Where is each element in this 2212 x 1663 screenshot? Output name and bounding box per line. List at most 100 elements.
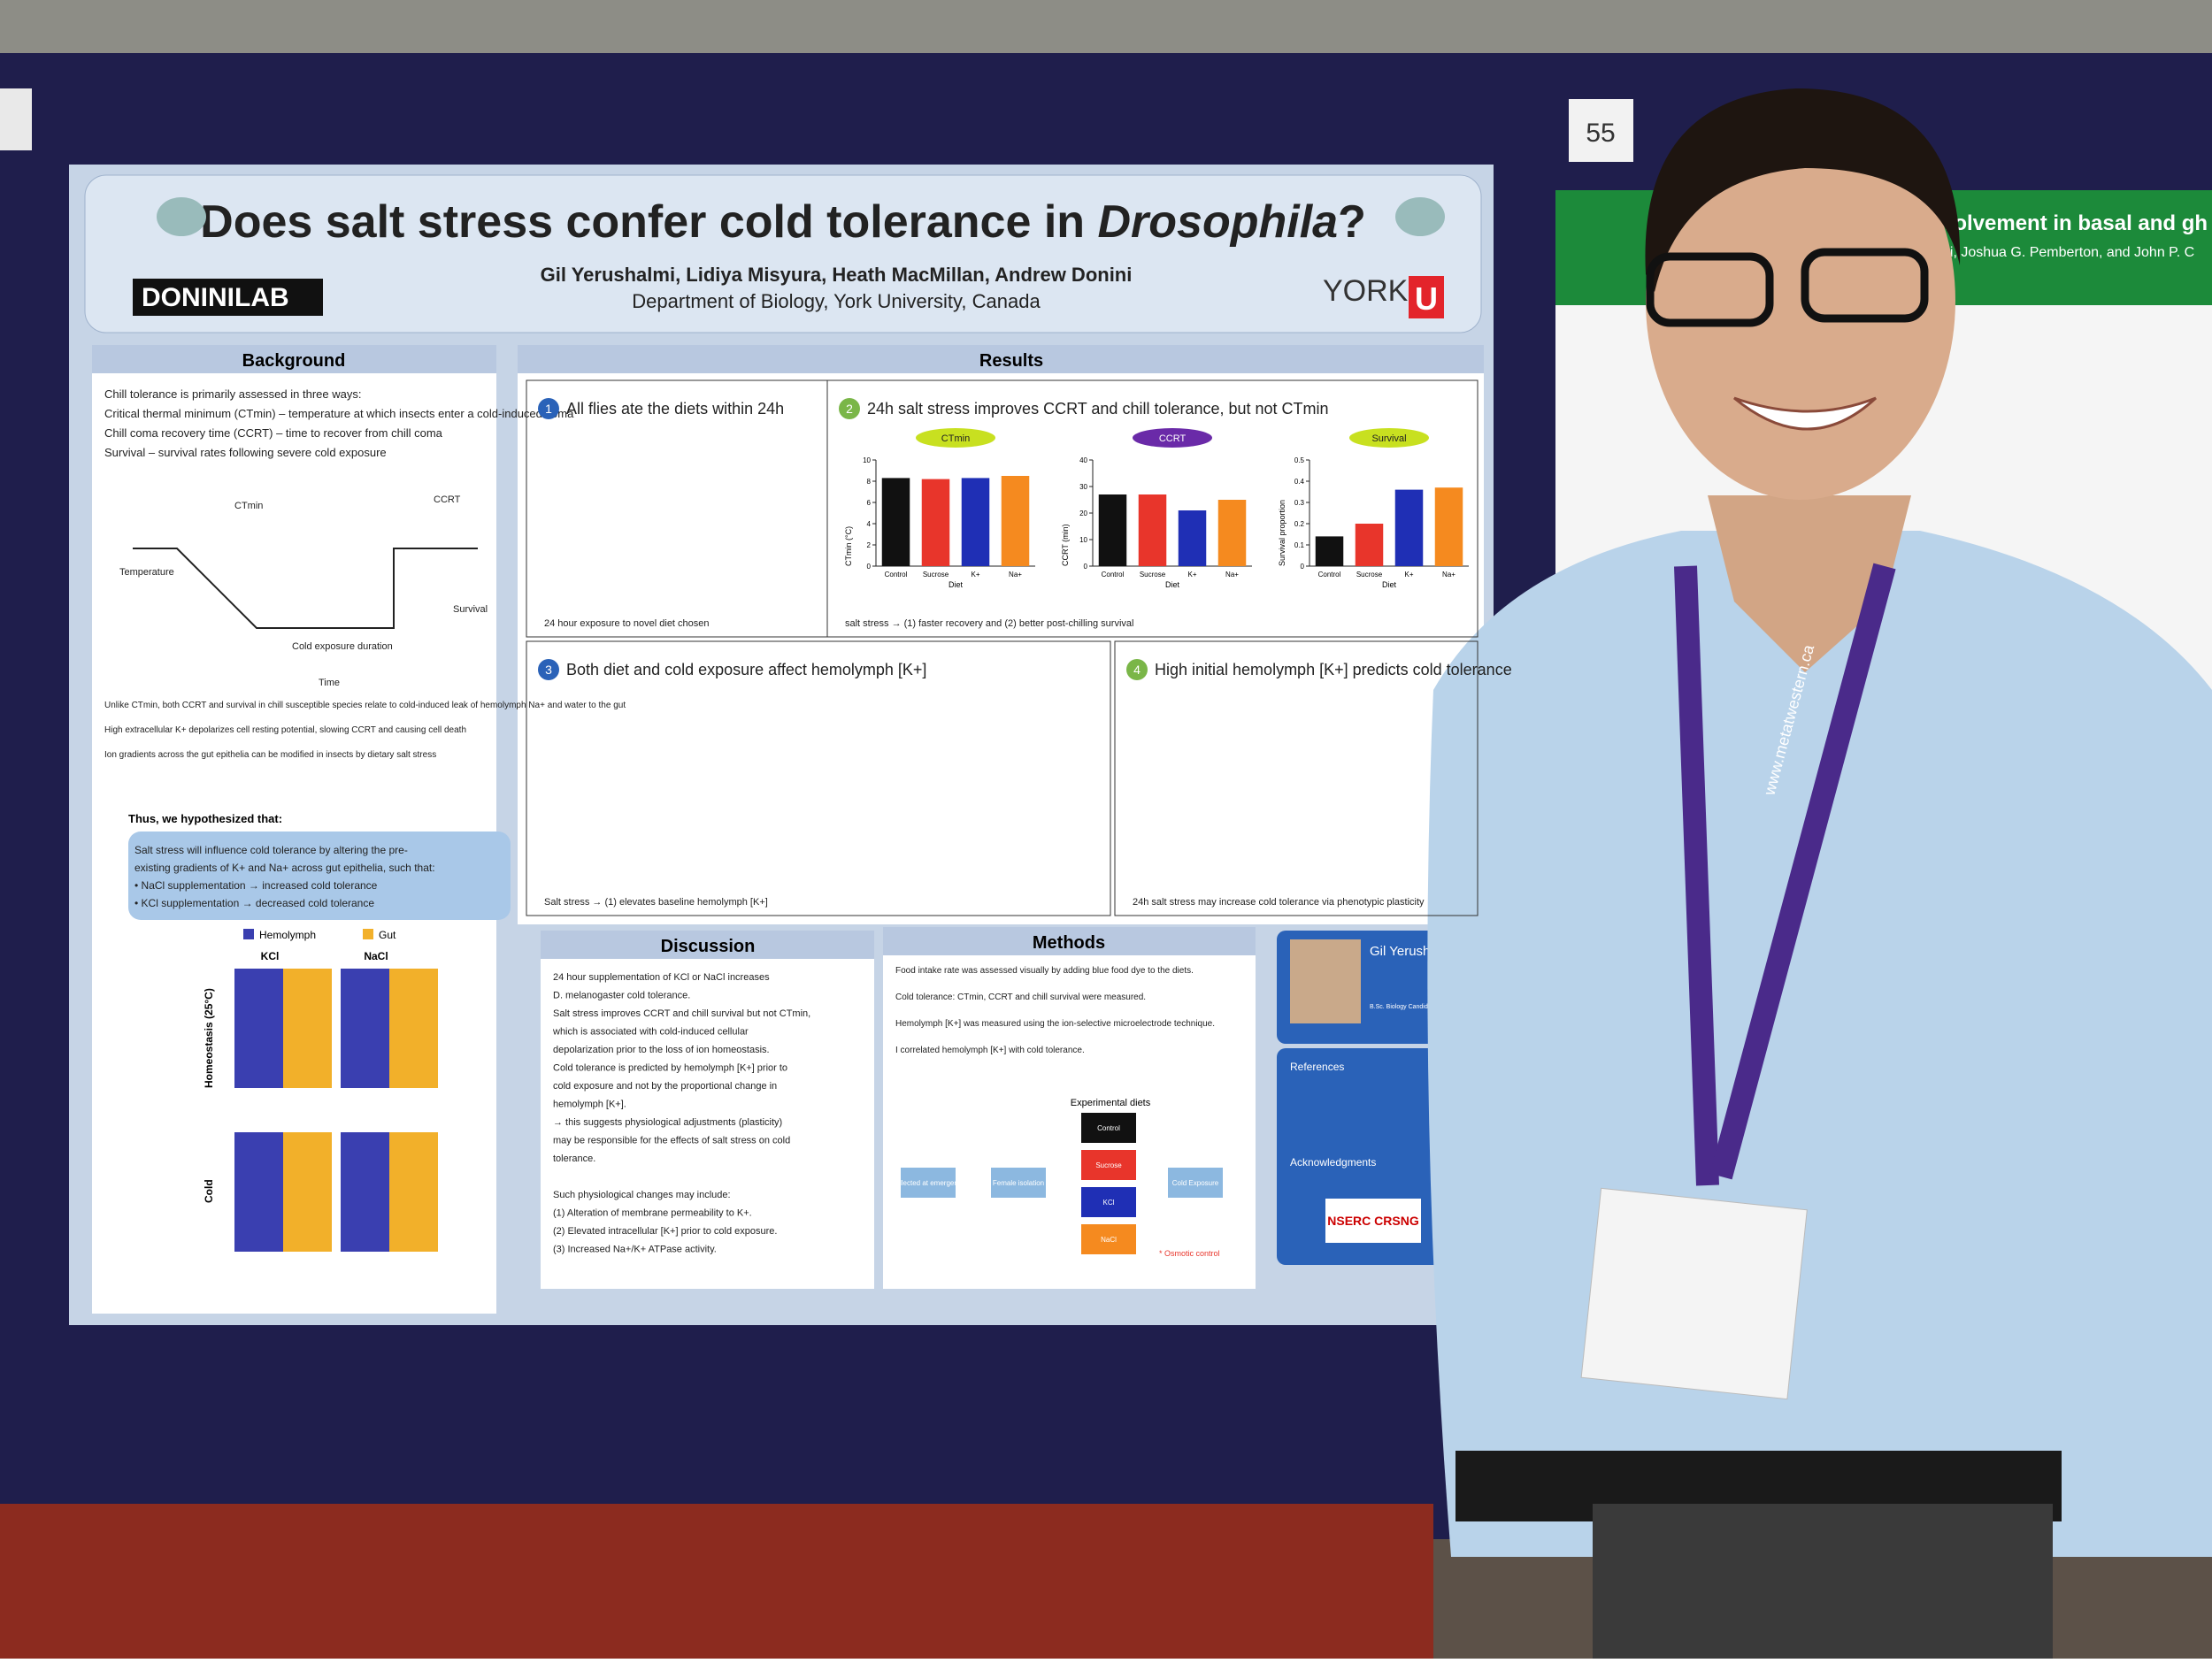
title-end: ?: [1338, 196, 1366, 248]
hyp-heading: Thus, we hypothesized that:: [128, 812, 282, 825]
y-tick-label: 0.3: [1294, 499, 1305, 507]
cell: [283, 1132, 332, 1252]
diagram-label: CTmin: [234, 501, 263, 511]
text-line: Salt stress will influence cold toleranc…: [134, 844, 408, 856]
cell: [234, 1132, 283, 1252]
x-tick-label: Control: [1318, 571, 1341, 579]
y-tick-label: 0.5: [1294, 456, 1305, 464]
flow-box: [901, 1168, 956, 1198]
y-tick-label: 0: [1301, 563, 1305, 571]
chart-badge: [916, 428, 995, 448]
panel-badge: [538, 659, 559, 680]
smile: [1733, 396, 1878, 431]
diagram-label: Temperature: [119, 567, 174, 578]
x-axis-label: Diet: [949, 580, 964, 589]
y-axis-label: CCRT (min): [1061, 524, 1070, 566]
results-panel: [518, 345, 1484, 924]
trousers: [1593, 1504, 2053, 1659]
x-axis-label: Diet: [1382, 580, 1397, 589]
x-tick-label: Control: [885, 571, 908, 579]
panel-number: 3: [545, 663, 552, 677]
affiliation: Department of Biology, York University, …: [632, 290, 1041, 312]
flow-label: Control: [1097, 1124, 1120, 1132]
flow-label: Female isolation: [993, 1179, 1044, 1187]
column-label: KCl: [261, 950, 280, 962]
panel-note: 24 hour exposure to novel diet chosen: [544, 618, 710, 629]
footnote: * Osmotic control: [1159, 1249, 1220, 1258]
text-line: (1) Alteration of membrane permeability …: [553, 1208, 752, 1219]
lanyard: [1674, 565, 1719, 1186]
panel-number: 1: [545, 402, 552, 416]
panel-title: Both diet and cold exposure affect hemol…: [566, 661, 926, 678]
flow-box: [1081, 1187, 1136, 1217]
row-label: Homeostasis (25°C): [203, 988, 215, 1088]
text-line: hemolymph [K+].: [553, 1100, 626, 1110]
text-line: existing gradients of K+ and Na+ across …: [134, 862, 435, 874]
y-tick-label: 6: [867, 499, 872, 507]
panel-number: 4: [1133, 663, 1141, 677]
sign-number: 55: [1586, 119, 1615, 148]
legend-swatch: [363, 929, 373, 939]
flow-box: [1168, 1168, 1223, 1198]
y-tick-label: 20: [1079, 510, 1087, 517]
flow-label: Sucrose: [1095, 1161, 1122, 1169]
text-line: Chill tolerance is primarily assessed in…: [104, 387, 361, 401]
x-tick-label: K+: [971, 571, 979, 579]
text-line: → this suggests physiological adjustment…: [553, 1117, 782, 1128]
diagram-label: CCRT: [434, 494, 461, 505]
chart-badge: [1349, 428, 1429, 448]
y-tick-label: 10: [1079, 536, 1087, 544]
text-line: Food intake rate was assessed visually b…: [895, 966, 1194, 976]
y-tick-label: 0: [1084, 563, 1088, 571]
y-tick-label: 8: [867, 478, 872, 486]
result-panel: [526, 640, 1111, 916]
panel-note: Salt stress → (1) elevates baseline hemo…: [544, 897, 768, 908]
x-tick-label: Na+: [1225, 571, 1239, 579]
text-line: Critical thermal minimum (CTmin) – tempe…: [104, 407, 574, 420]
bar: [1217, 500, 1247, 566]
column-label: NaCl: [364, 950, 388, 962]
profile-photo: [1290, 939, 1361, 1023]
panel-title: All flies ate the diets within 24h: [566, 400, 784, 418]
section-heading: Results: [979, 351, 1043, 371]
y-tick-label: 10: [863, 456, 871, 464]
badge-label: CCRT: [1159, 433, 1187, 444]
diagram-curve: [133, 548, 478, 629]
chart-badge: [1133, 428, 1212, 448]
glasses: [1646, 252, 1774, 327]
panel-number: 2: [846, 402, 853, 416]
wall: [0, 0, 2212, 62]
face: [1646, 102, 1955, 500]
section-heading: Methods: [1033, 933, 1105, 953]
flow-label: KCl: [1103, 1199, 1115, 1207]
x-tick-label: Control: [1102, 571, 1125, 579]
cell: [341, 1132, 389, 1252]
diagram-label: Survival: [453, 604, 488, 615]
text-line: Hemolymph [K+] was measured using the io…: [895, 1019, 1215, 1029]
york-letter: U: [1415, 280, 1438, 317]
section-heading: Background: [242, 351, 346, 371]
text-line: Salt stress improves CCRT and chill surv…: [553, 1008, 810, 1019]
result-panel: [826, 379, 1479, 638]
funder: NSERC CRSNG: [1327, 1214, 1419, 1228]
panel-header: [883, 927, 1256, 955]
x-tick-label: Sucrose: [923, 571, 949, 579]
text-line: • KCl supplementation → decreased cold t…: [134, 897, 374, 909]
y-tick-label: 0: [867, 563, 872, 571]
legend-label: Hemolymph: [259, 929, 316, 941]
cell: [341, 969, 389, 1088]
text-line: (2) Elevated intracellular [K+] prior to…: [553, 1226, 777, 1237]
flow-box: [1081, 1113, 1136, 1143]
glasses: [1801, 248, 1929, 323]
text-line: Cold tolerance: CTmin, CCRT and chill su…: [895, 992, 1146, 1002]
panel-badge: [839, 398, 860, 419]
title-text: Does salt stress confer cold tolerance i…: [200, 196, 1097, 248]
x-tick-label: Na+: [1442, 571, 1455, 579]
ack-heading: Acknowledgments: [1290, 1156, 1376, 1169]
flow-box: [1081, 1150, 1136, 1180]
poster-title: Does salt stress confer cold tolerance i…: [200, 196, 1366, 248]
bar: [1001, 476, 1030, 566]
y-axis-label: CTmin (°C): [844, 526, 853, 566]
text-line: may be responsible for the effects of sa…: [553, 1136, 790, 1146]
name-badge: [1580, 1187, 1808, 1400]
